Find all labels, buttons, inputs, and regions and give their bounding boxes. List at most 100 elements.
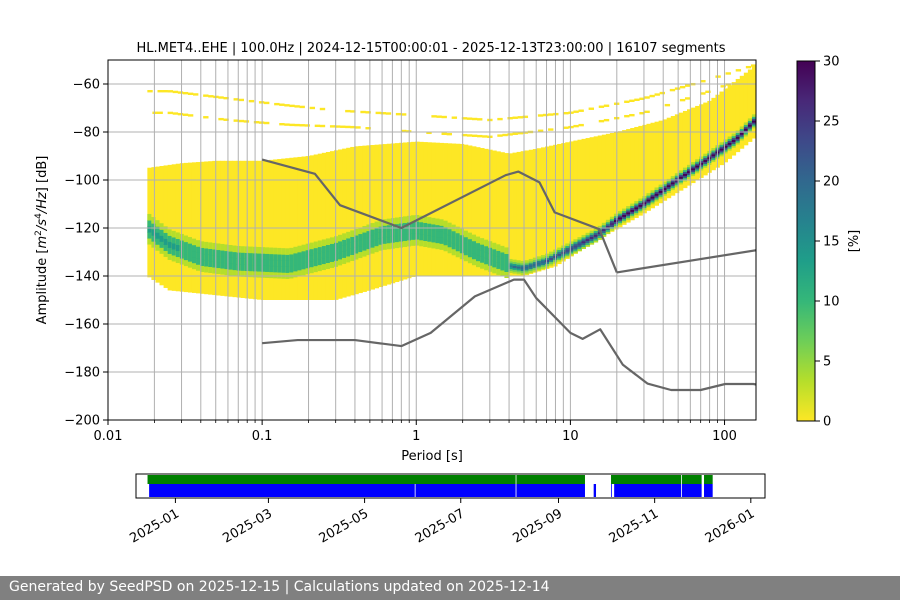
heatmap-sparse-cell [679,98,686,102]
heatmap-mode-cell [682,177,688,180]
heatmap-mode-cell [662,193,668,196]
heatmap-mode-cell [577,244,582,248]
y-axis-label-unit-m: m [35,236,50,249]
heatmap-mode-cell [480,250,485,257]
heatmap-sparse-cell [314,124,321,128]
heatmap-column [431,142,436,276]
heatmap-mode-cell [496,256,501,263]
heatmap-sparse-cell [279,103,285,106]
x-tick-label: 10 [562,429,579,444]
heatmap-mode-cell [187,249,193,256]
heatmap-mode-cell [545,253,550,257]
heatmap-mode-cell [354,234,359,242]
heatmap-mode-cell [670,179,676,183]
heatmap-mode-cell [691,162,696,165]
heatmap-mode-cell [573,250,578,254]
heatmap-mode-cell [743,126,749,129]
heatmap-mode-cell [622,212,627,215]
heatmap-mode-cell [354,246,359,254]
heatmap-sparse-cell [507,133,513,136]
heatmap-mode-cell [666,184,672,188]
heatmap-mode-cell [313,241,319,249]
heatmap-mode-cell [265,265,270,272]
heatmap-mode-cell [492,248,497,256]
heatmap-mode-cell [220,243,225,251]
heatmap-mode-cell [228,245,233,252]
heatmap-mode-cell [342,257,347,264]
heatmap-mode-cell [273,259,278,267]
heatmap-sparse-cell [715,75,721,78]
heatmap-mode-cell [695,159,700,162]
heatmap-mode-cell [569,245,574,248]
heatmap-mode-cell [516,260,522,263]
heatmap-mode-cell [577,237,582,240]
heatmap-mode-cell [577,248,582,252]
heatmap-mode-cell [699,162,704,165]
heatmap-mode-cell [613,219,619,222]
heatmap-mode-cell [524,260,530,263]
heatmap-mode-cell [228,269,233,276]
heatmap-mode-cell [630,213,635,216]
heatmap-mode-cell [325,262,331,270]
heatmap-mode-cell [601,232,607,235]
heatmap-column [346,147,351,297]
heatmap-mode-cell [447,246,453,254]
heatmap-mode-cell [293,258,298,266]
heatmap-mode-cell [350,248,355,255]
heatmap-mode-cell [512,259,517,263]
heatmap-mode-cell [325,238,331,246]
y-axis-label-part: Amplitude [ [35,249,50,325]
heatmap-mode-cell [500,269,505,277]
heatmap-sparse-cell [684,97,691,100]
heatmap-mode-cell [540,266,546,270]
heatmap-mode-cell [439,219,444,226]
heatmap-mode-cell [585,232,591,236]
heatmap-mode-cell [488,247,493,254]
heatmap-mode-cell [719,142,724,145]
heatmap-sparse-cell [400,129,407,133]
heatmap-mode-cell [402,216,408,223]
heatmap-sparse-cell [451,116,458,119]
heatmap-mode-cell [480,244,485,251]
heatmap-mode-cell [577,242,582,246]
heatmap-mode-cell [557,251,562,254]
heatmap-column [634,126,639,218]
heatmap-mode-cell [642,207,647,211]
heatmap-sparse-cell [568,125,574,129]
heatmap-mode-cell [183,235,189,243]
heatmap-mode-cell [650,201,655,205]
heatmap-column [646,123,651,211]
heatmap-mode-cell [236,264,242,271]
y-tick-label: −160 [64,318,100,333]
heatmap-mode-cell [508,270,513,273]
heatmap-mode-cell [427,229,432,236]
heatmap-sparse-cell [152,111,158,114]
heatmap-mode-cell [171,248,177,256]
heatmap-sparse-cell [548,128,554,131]
heatmap-mode-cell [662,191,668,194]
heatmap-mode-cell [435,236,440,244]
heatmap-sparse-cell [477,118,483,121]
heatmap-mode-cell [731,145,737,148]
heatmap-mode-cell [622,208,627,212]
heatmap-mode-cell [467,250,473,258]
heatmap-sparse-cell [299,105,305,109]
heatmap-mode-cell [634,210,639,214]
heatmap-sparse-cell [461,133,468,137]
heatmap-mode-cell [467,238,473,246]
heatmap-sparse-cell [258,101,265,104]
heatmap-sparse-cell [350,125,356,129]
heatmap-mode-cell [265,253,270,260]
heatmap-mode-cell [691,171,696,175]
heatmap-mode-cell [240,264,246,271]
heatmap-mode-cell [147,231,152,239]
heatmap-mode-cell [329,249,335,256]
heatmap-mode-cell [557,247,562,251]
heatmap-sparse-cell [497,117,503,121]
y-tick-label: −200 [64,414,100,429]
heatmap-mode-cell [358,245,363,253]
heatmap-mode-cell [196,264,201,271]
heatmap-mode-cell [646,196,651,200]
heatmap-mode-cell [273,265,278,273]
heatmap-mode-cell [711,149,716,153]
